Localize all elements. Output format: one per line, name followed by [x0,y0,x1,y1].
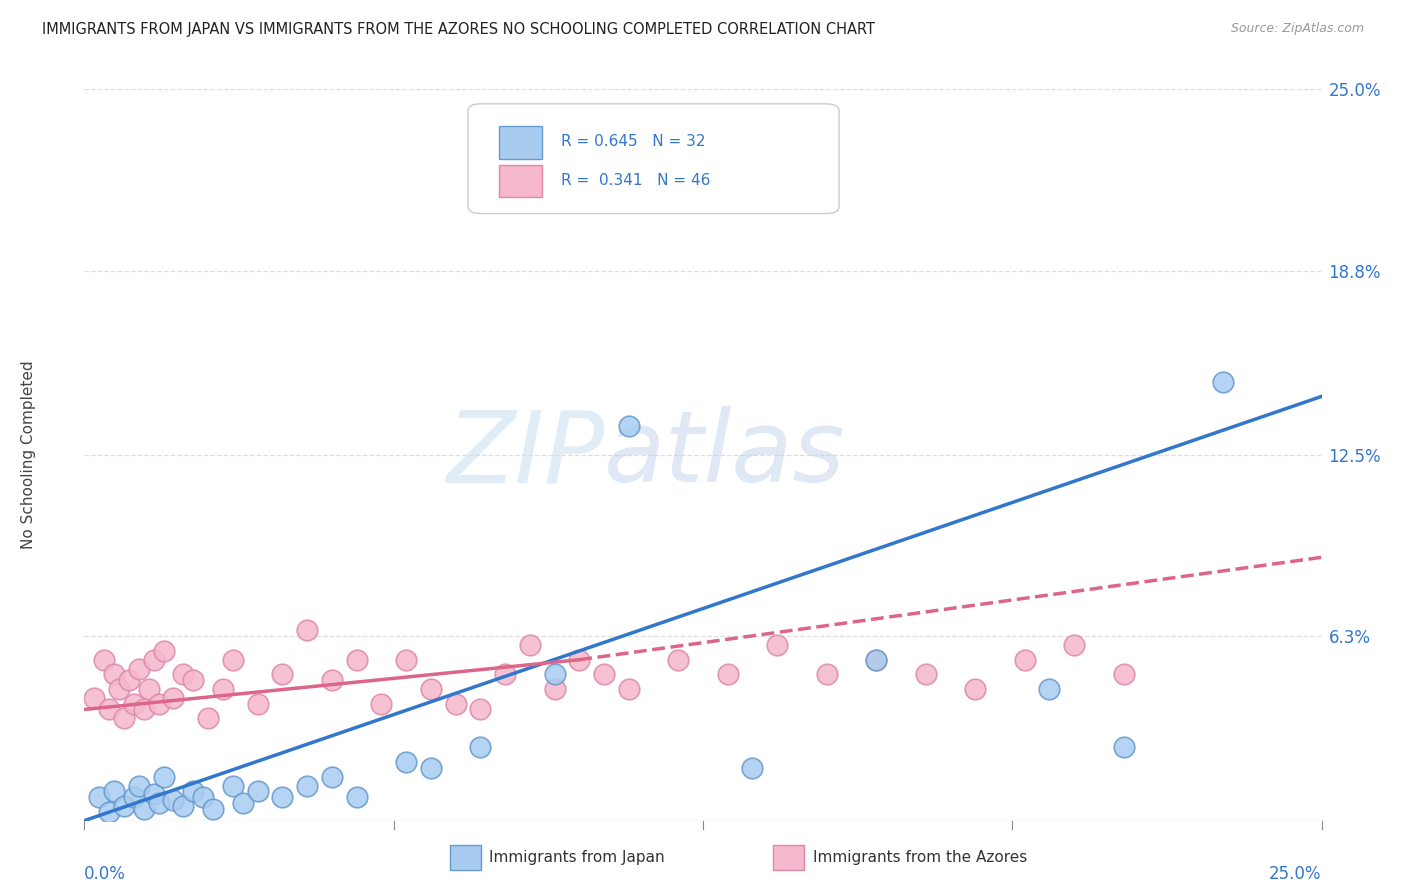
Point [815,667,838,681]
Point [212,681,235,696]
Point [717,667,740,681]
Point [321,770,343,784]
Point [112,711,135,725]
Point [222,779,245,793]
Point [162,793,184,807]
Point [470,702,492,716]
Point [914,667,936,681]
Point [128,661,150,675]
Point [617,418,640,433]
Point [103,784,125,798]
Text: R = 0.645   N = 32: R = 0.645 N = 32 [561,135,706,149]
Point [202,802,225,816]
Point [89,790,111,805]
Point [271,667,294,681]
Text: Source: ZipAtlas.com: Source: ZipAtlas.com [1230,22,1364,36]
Point [741,761,763,775]
Point [419,681,441,696]
Point [112,799,135,814]
Point [1112,667,1135,681]
Point [222,653,245,667]
Point [132,702,155,716]
Point [568,653,591,667]
Point [83,690,105,705]
Bar [499,126,543,159]
Text: 25.0%: 25.0% [1270,864,1322,882]
Point [152,644,174,658]
Point [103,667,125,681]
Point [1212,375,1234,389]
Point [370,697,392,711]
Point [865,653,887,667]
Point [593,667,616,681]
Point [395,653,418,667]
Point [118,673,141,688]
Text: atlas: atlas [605,407,845,503]
Point [148,796,170,810]
Point [98,702,121,716]
Point [419,761,441,775]
Point [865,653,887,667]
Point [181,673,204,688]
Point [128,779,150,793]
Text: 0.0%: 0.0% [84,864,127,882]
Text: R =  0.341   N = 46: R = 0.341 N = 46 [561,173,710,188]
Point [295,779,318,793]
Point [138,681,160,696]
Point [346,653,368,667]
Point [543,667,565,681]
Point [766,638,789,652]
Point [142,653,165,667]
Point [666,653,689,667]
Point [132,802,155,816]
Point [142,787,165,801]
Point [1063,638,1085,652]
Point [122,790,145,805]
Point [246,697,269,711]
Point [232,796,254,810]
Point [1038,681,1060,696]
Point [122,697,145,711]
Point [93,653,115,667]
Point [172,799,194,814]
Point [494,667,516,681]
Point [271,790,294,805]
Point [295,624,318,638]
Point [543,681,565,696]
Point [321,673,343,688]
Text: IMMIGRANTS FROM JAPAN VS IMMIGRANTS FROM THE AZORES NO SCHOOLING COMPLETED CORRE: IMMIGRANTS FROM JAPAN VS IMMIGRANTS FROM… [42,22,875,37]
Point [617,681,640,696]
Point [470,740,492,755]
Point [519,638,541,652]
Point [197,711,219,725]
Point [172,667,194,681]
Point [246,784,269,798]
Point [181,784,204,798]
Point [965,681,987,696]
FancyBboxPatch shape [468,103,839,213]
Point [98,805,121,819]
Point [191,790,214,805]
Point [1112,740,1135,755]
Text: Immigrants from the Azores: Immigrants from the Azores [813,850,1026,864]
Point [395,755,418,769]
Point [346,790,368,805]
Point [148,697,170,711]
Text: No Schooling Completed: No Schooling Completed [21,360,37,549]
Point [108,681,131,696]
Text: Immigrants from Japan: Immigrants from Japan [489,850,665,864]
Text: ZIP: ZIP [446,407,605,503]
Point [444,697,467,711]
Point [162,690,184,705]
Point [152,770,174,784]
Point [1014,653,1036,667]
Bar [499,164,543,197]
